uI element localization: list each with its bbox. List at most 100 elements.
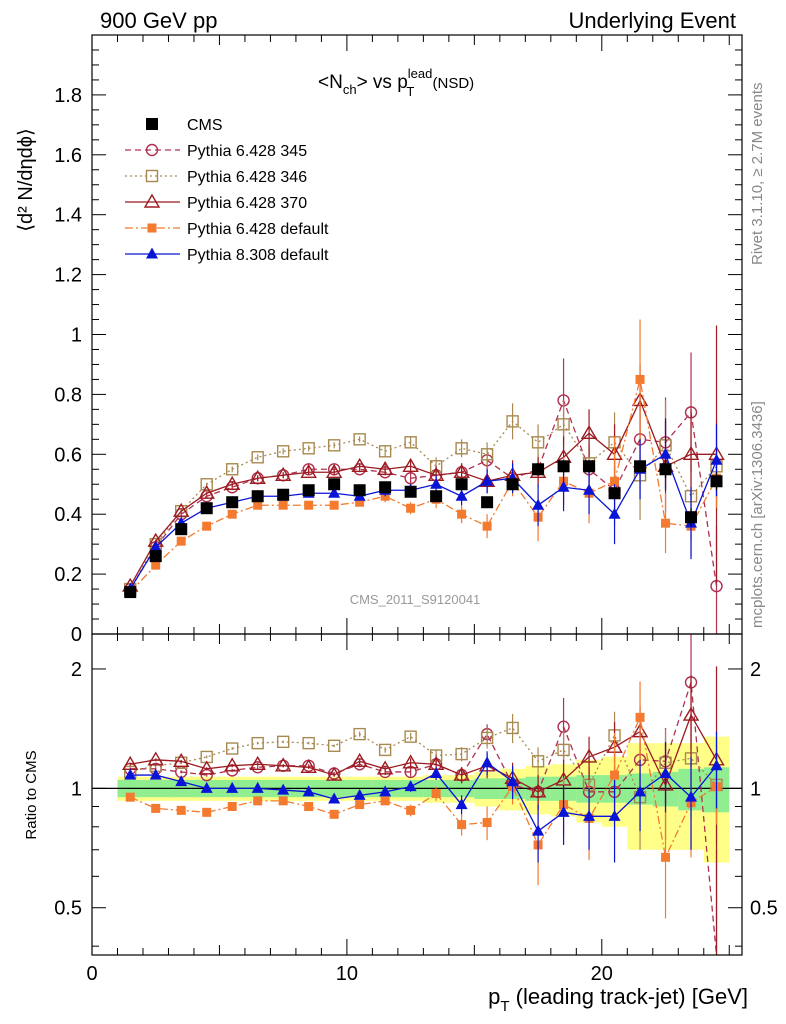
data-point — [249, 755, 266, 770]
series-pythia-6-428-370 — [122, 325, 725, 592]
series-line — [129, 398, 717, 587]
data-point — [300, 463, 317, 478]
data-point — [227, 509, 237, 519]
data-point — [223, 475, 241, 490]
legend-entry: Pythia 6.428 370 — [125, 193, 307, 212]
data-point — [378, 743, 392, 757]
series-line — [130, 727, 717, 799]
legend-marker — [146, 247, 158, 259]
data-point — [278, 500, 288, 510]
x-tick-label: 0 — [86, 963, 97, 985]
y-tick-label: 1 — [71, 325, 82, 347]
data-point — [682, 706, 700, 721]
data-point — [455, 478, 468, 491]
data-point — [634, 785, 647, 797]
data-point — [251, 490, 264, 503]
main-ylabel: ⟨d² N/dηdϕ⟩ — [15, 128, 37, 232]
main-title: <Nch> vs plead T (NSD) — [318, 66, 474, 99]
legend-label: Pythia 6.428 345 — [187, 143, 307, 160]
data-point — [685, 790, 698, 802]
data-point — [276, 445, 290, 458]
data-point — [557, 480, 570, 492]
legend-entry: Pythia 8.308 default — [125, 247, 329, 264]
data-point — [610, 476, 620, 486]
legend-entry: Pythia 6.428 346 — [125, 169, 307, 186]
data-point — [481, 474, 494, 486]
data-point — [455, 442, 468, 455]
y-tick-label: 1.2 — [54, 265, 82, 287]
series-pythia-8-308-default — [124, 418, 723, 594]
series-pythia-8-308-default — [124, 731, 723, 863]
series-pythia-6-428-346 — [124, 400, 723, 596]
data-point — [376, 760, 394, 775]
side-label-bottom: mcplots.cern.ch [arXiv:1306.3436] — [749, 401, 766, 628]
data-point — [404, 436, 417, 449]
data-point — [325, 766, 343, 781]
data-point — [151, 803, 161, 813]
ratio-y-tick-label-right: 1 — [750, 778, 761, 800]
data-point — [506, 415, 519, 428]
data-point — [531, 755, 545, 768]
legend-entry: Pythia 6.428 default — [125, 221, 329, 238]
data-point — [481, 756, 494, 768]
legend-marker — [143, 193, 161, 208]
data-point — [710, 453, 723, 465]
data-point — [580, 748, 598, 763]
data-point — [531, 436, 545, 449]
series-cms — [124, 460, 723, 599]
data-point — [253, 500, 263, 510]
data-point — [225, 742, 239, 755]
analysis-id: CMS_2011_S9120041 — [350, 592, 481, 607]
data-point — [580, 424, 598, 440]
data-point — [430, 490, 443, 503]
data-point — [223, 757, 241, 772]
data-point — [355, 497, 365, 507]
data-point — [557, 460, 570, 473]
data-point — [402, 754, 419, 769]
data-point — [529, 783, 547, 798]
data-point — [302, 736, 315, 750]
data-point — [430, 766, 443, 778]
data-point — [351, 752, 368, 768]
data-point — [430, 477, 443, 489]
data-point — [659, 463, 672, 476]
data-point — [710, 475, 723, 488]
series-pythia-6-428-default — [125, 319, 722, 597]
data-point — [353, 433, 366, 446]
data-point — [149, 540, 162, 552]
data-point — [457, 509, 467, 519]
data-point — [278, 796, 288, 806]
data-point — [328, 486, 341, 498]
data-point — [198, 484, 215, 499]
y-tick-label: 1.4 — [54, 205, 82, 227]
ratio-y-tick-label: 0.5 — [54, 898, 82, 920]
y-tick-label: 0.6 — [54, 444, 82, 466]
data-point — [151, 560, 161, 570]
legend-label: Pythia 6.428 370 — [187, 195, 307, 212]
side-label-top: Rivet 3.1.10, ≥ 2.7M events — [749, 83, 766, 266]
legend-marker — [145, 169, 159, 183]
data-point — [583, 483, 596, 495]
data-point — [557, 805, 570, 817]
data-point — [404, 780, 417, 792]
data-point — [610, 770, 620, 780]
data-point — [172, 502, 190, 517]
legend-label: CMS — [187, 117, 223, 134]
data-point — [353, 788, 366, 800]
data-point — [274, 757, 292, 772]
series-line — [129, 379, 718, 593]
y-tick-label: 0.8 — [54, 384, 82, 406]
legend-marker — [145, 143, 159, 157]
data-point — [225, 463, 239, 476]
legend-label: Pythia 6.428 346 — [187, 169, 307, 186]
data-point — [202, 521, 212, 531]
data-point — [198, 760, 215, 775]
series-line — [129, 453, 718, 590]
data-point — [635, 374, 645, 384]
series-line — [129, 398, 718, 590]
data-point — [327, 739, 341, 753]
data-point — [149, 768, 162, 780]
data-point — [506, 775, 519, 787]
data-point — [124, 768, 137, 780]
